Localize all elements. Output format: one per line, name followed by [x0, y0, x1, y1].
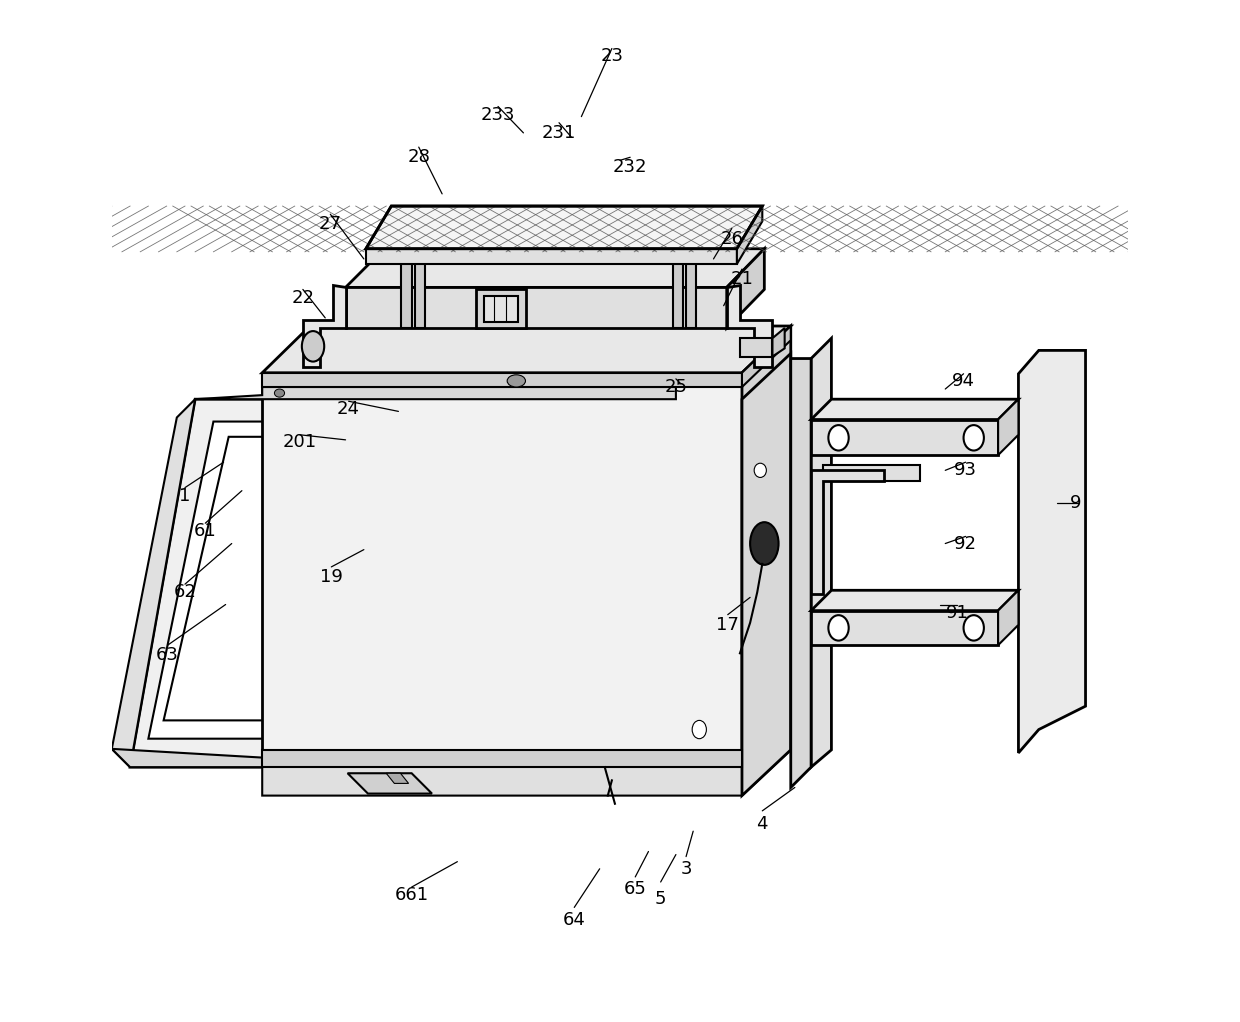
- Text: 5: 5: [655, 890, 666, 909]
- Polygon shape: [811, 400, 1018, 419]
- Polygon shape: [727, 248, 764, 328]
- Polygon shape: [484, 295, 518, 322]
- Text: 64: 64: [563, 911, 585, 929]
- Text: 24: 24: [337, 401, 360, 418]
- Polygon shape: [347, 774, 432, 793]
- Text: 93: 93: [954, 461, 977, 479]
- Polygon shape: [740, 338, 773, 357]
- Polygon shape: [262, 373, 742, 750]
- Text: 1: 1: [180, 486, 191, 505]
- Text: 23: 23: [600, 47, 624, 64]
- Text: 94: 94: [952, 372, 975, 390]
- Bar: [686, 251, 696, 328]
- Text: 233: 233: [481, 105, 516, 124]
- Polygon shape: [262, 373, 742, 387]
- Polygon shape: [811, 419, 998, 455]
- Text: 61: 61: [193, 522, 217, 541]
- Text: 22: 22: [291, 288, 315, 307]
- Polygon shape: [742, 326, 791, 750]
- Polygon shape: [811, 610, 998, 645]
- Ellipse shape: [963, 425, 983, 451]
- Polygon shape: [346, 248, 764, 287]
- Text: 17: 17: [717, 616, 739, 634]
- Polygon shape: [737, 206, 763, 264]
- Text: 3: 3: [681, 860, 692, 878]
- Polygon shape: [303, 285, 346, 367]
- Text: 661: 661: [394, 886, 429, 904]
- Polygon shape: [823, 465, 920, 480]
- Ellipse shape: [507, 375, 526, 387]
- Polygon shape: [998, 591, 1018, 645]
- Text: 91: 91: [946, 604, 968, 621]
- Ellipse shape: [301, 331, 324, 362]
- Text: 92: 92: [954, 535, 977, 553]
- Text: 201: 201: [283, 433, 317, 451]
- Polygon shape: [149, 421, 667, 739]
- Polygon shape: [366, 248, 737, 264]
- Text: 63: 63: [156, 646, 179, 664]
- Polygon shape: [386, 774, 408, 784]
- Polygon shape: [164, 436, 660, 721]
- Ellipse shape: [692, 721, 707, 739]
- Polygon shape: [112, 749, 610, 778]
- Bar: [414, 251, 425, 328]
- Text: 19: 19: [320, 568, 342, 586]
- Polygon shape: [742, 326, 791, 387]
- Ellipse shape: [828, 425, 848, 451]
- Text: 27: 27: [319, 216, 342, 233]
- Text: 4: 4: [756, 816, 768, 833]
- Text: 62: 62: [174, 584, 196, 601]
- Ellipse shape: [828, 615, 848, 641]
- Ellipse shape: [274, 389, 284, 398]
- Polygon shape: [195, 387, 676, 400]
- Text: 231: 231: [542, 124, 577, 142]
- Polygon shape: [130, 400, 676, 768]
- Polygon shape: [742, 354, 791, 795]
- Polygon shape: [727, 285, 773, 367]
- Text: 232: 232: [613, 158, 647, 177]
- Polygon shape: [262, 750, 742, 768]
- Text: 25: 25: [665, 378, 687, 396]
- Polygon shape: [1018, 351, 1085, 753]
- Ellipse shape: [963, 615, 983, 641]
- Ellipse shape: [750, 522, 779, 565]
- Polygon shape: [773, 328, 785, 357]
- Polygon shape: [346, 287, 727, 328]
- Bar: [402, 251, 412, 328]
- Text: 26: 26: [720, 230, 743, 247]
- Polygon shape: [811, 591, 1018, 610]
- Text: 21: 21: [730, 270, 754, 288]
- Polygon shape: [791, 359, 811, 788]
- Polygon shape: [998, 400, 1018, 455]
- Polygon shape: [262, 704, 791, 795]
- Bar: [673, 251, 683, 328]
- Polygon shape: [262, 326, 791, 373]
- Ellipse shape: [754, 463, 766, 477]
- Polygon shape: [811, 470, 884, 595]
- Polygon shape: [112, 400, 195, 768]
- Text: 65: 65: [624, 880, 647, 898]
- Polygon shape: [366, 206, 763, 248]
- Text: 28: 28: [407, 148, 430, 167]
- Polygon shape: [811, 338, 832, 768]
- Text: 9: 9: [1070, 494, 1081, 512]
- Polygon shape: [476, 289, 527, 328]
